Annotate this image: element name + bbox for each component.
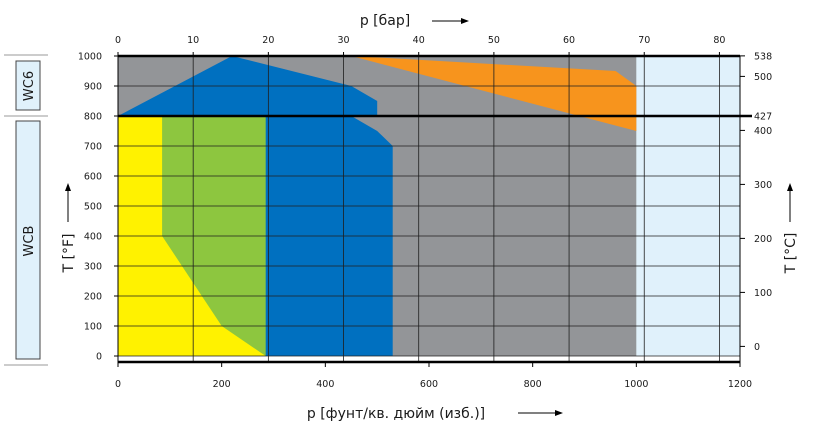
wc6-box (15, 60, 41, 111)
y-tick-label: 0 (96, 352, 102, 363)
wcb-label: WCB (22, 226, 37, 257)
x2-tick-label: 20 (262, 35, 274, 46)
y2-tick-label: 500 (754, 72, 772, 83)
x-tick-label: 1000 (624, 379, 648, 390)
y2-tick-label: 427 (754, 111, 772, 122)
y2-tick-label: 538 (754, 51, 772, 62)
x-axis-label: p [фунт/кв. дюйм (изб.)] (307, 406, 485, 422)
y-tick-label: 700 (84, 142, 102, 153)
x2-tick-label: 60 (563, 35, 575, 46)
wc6-label: WC6 (22, 71, 37, 101)
y-axis-arrowhead (65, 183, 71, 191)
y-tick-label: 100 (84, 322, 102, 333)
x2-tick-label: 10 (187, 35, 199, 46)
y2-tick-label: 200 (754, 234, 772, 245)
wcb-box (15, 120, 41, 360)
y-axis-label: T [°F] (61, 234, 77, 274)
x2-tick-label: 50 (488, 35, 500, 46)
x-tick-label: 200 (213, 379, 231, 390)
y-tick-label: 500 (84, 202, 102, 213)
x-tick-label: 800 (524, 379, 542, 390)
x2-tick-label: 80 (713, 35, 725, 46)
y2-tick-label: 400 (754, 126, 772, 137)
x2-tick-label: 30 (337, 35, 349, 46)
x-tick-label: 400 (316, 379, 334, 390)
y-tick-label: 200 (84, 292, 102, 303)
x-axis-arrowhead (555, 410, 563, 416)
x-tick-label: 0 (115, 379, 121, 390)
y2-tick-label: 0 (754, 342, 760, 353)
y2-tick-label: 300 (754, 180, 772, 191)
y-tick-label: 600 (84, 172, 102, 183)
x-tick-label: 1200 (728, 379, 752, 390)
y-tick-label: 900 (84, 82, 102, 93)
x-tick-label: 600 (420, 379, 438, 390)
x2-axis-label: p [бар] (360, 13, 410, 29)
y2-axis-arrowhead (787, 183, 793, 191)
y-tick-label: 400 (84, 232, 102, 243)
y-tick-label: 1000 (78, 52, 102, 63)
y-tick-label: 800 (84, 112, 102, 123)
y2-axis-label: T [°C] (783, 233, 799, 275)
x2-tick-label: 40 (413, 35, 425, 46)
x2-tick-label: 70 (638, 35, 650, 46)
y2-tick-label: 100 (754, 288, 772, 299)
y-tick-label: 300 (84, 262, 102, 273)
x2-tick-label: 0 (115, 35, 121, 46)
x2-axis-arrowhead (461, 18, 469, 24)
